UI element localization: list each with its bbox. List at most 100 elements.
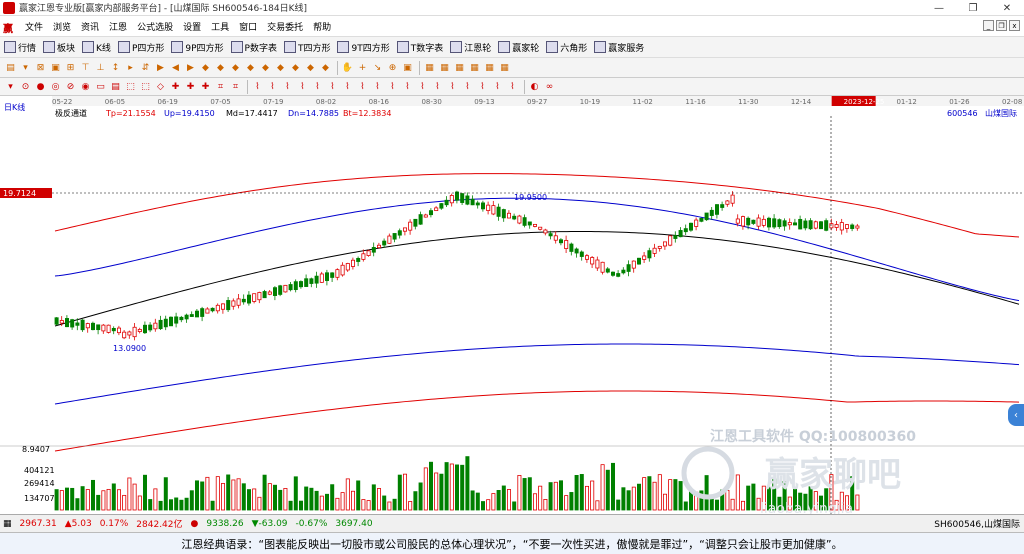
draw-tool-icon[interactable]: ▣ — [51, 62, 60, 73]
draw-tool-icon[interactable]: ▦ — [440, 62, 449, 73]
draw-tool-icon[interactable]: ⊕ — [388, 62, 397, 73]
side-expand-button[interactable]: ‹ — [1008, 404, 1024, 426]
indicator-tool-icon[interactable]: ⌇ — [330, 81, 335, 92]
chart-canvas[interactable]: 05-22 06-05 06-19 07-05 07-19 08-02 08-16 08-30… — [0, 96, 1024, 517]
menu-browse[interactable]: 浏览 — [53, 22, 72, 33]
menu-file[interactable]: 文件 — [25, 22, 44, 33]
draw-tool-icon[interactable]: ▣ — [403, 62, 412, 73]
indicator-tool-icon[interactable]: ▾ — [8, 81, 13, 92]
indicator-tool-icon[interactable]: ∞ — [545, 81, 554, 92]
toolbar-square-t-button[interactable]: T四方形 — [283, 41, 330, 54]
draw-tool-icon[interactable]: + — [358, 62, 367, 73]
indicator-tool-icon[interactable]: ● — [36, 81, 45, 92]
indicator-tool-icon[interactable]: ⌇ — [315, 81, 320, 92]
indicator-tool-icon[interactable]: ⌇ — [255, 81, 260, 92]
draw-tool-icon[interactable]: ↘ — [373, 62, 382, 73]
indicator-tool-icon[interactable]: ⌇ — [390, 81, 395, 92]
indicator-tool-icon[interactable]: ⌇ — [360, 81, 365, 92]
indicator-tool-icon[interactable]: ⬚ — [126, 81, 135, 92]
menu-news[interactable]: 资讯 — [81, 22, 100, 33]
draw-tool-icon[interactable]: ◆ — [307, 62, 314, 73]
draw-tool-icon[interactable]: ◆ — [292, 62, 299, 73]
draw-tool-icon[interactable]: ▶ — [187, 62, 194, 73]
mdi-minimize-button[interactable]: _ — [983, 20, 994, 31]
indicator-tool-icon[interactable]: ⊙ — [21, 81, 30, 92]
indicator-tool-icon[interactable]: ⌇ — [450, 81, 455, 92]
app-menu-icon[interactable]: 赢 — [3, 24, 13, 35]
draw-tool-icon[interactable]: ⊞ — [66, 62, 75, 73]
indicator-tool-icon[interactable]: ◉ — [81, 81, 90, 92]
indicator-tool-icon[interactable]: ▤ — [111, 81, 120, 92]
draw-tool-icon[interactable]: ▦ — [425, 62, 434, 73]
draw-tool-icon[interactable]: ◆ — [202, 62, 209, 73]
toolbar-square-9p-button[interactable]: 9P四方形 — [171, 41, 224, 54]
menu-trade[interactable]: 交易委托 — [267, 22, 304, 33]
draw-tool-icon[interactable]: ▦ — [500, 62, 509, 73]
indicator-tool-icon[interactable]: ⌗ — [232, 81, 239, 92]
draw-tool-icon[interactable]: ◆ — [247, 62, 254, 73]
draw-tool-icon[interactable]: ▸ — [128, 62, 133, 73]
indicator-tool-icon[interactable]: ▭ — [96, 81, 105, 92]
menu-formula[interactable]: 公式选股 — [137, 22, 174, 33]
mdi-close-button[interactable]: x — [1009, 20, 1020, 31]
draw-tool-icon[interactable]: ▶ — [157, 62, 164, 73]
draw-tool-icon[interactable]: ⊥ — [96, 62, 105, 73]
indicator-tool-icon[interactable]: ⌇ — [495, 81, 500, 92]
indicator-tool-icon[interactable]: ⊘ — [66, 81, 75, 92]
indicator-tool-icon[interactable]: ◎ — [51, 81, 60, 92]
draw-tool-icon[interactable]: ◆ — [322, 62, 329, 73]
toolbar-square-9t-button[interactable]: 9T四方形 — [337, 41, 390, 54]
indicator-tool-icon[interactable]: ⌇ — [435, 81, 440, 92]
kline-chart[interactable]: 05-22 06-05 06-19 07-05 07-19 08-02 08-16 08-30… — [0, 96, 1024, 517]
indicator-tool-icon[interactable]: ⌇ — [285, 81, 290, 92]
indicator-tool-icon[interactable]: ⌇ — [270, 81, 275, 92]
menu-gann[interactable]: 江恩 — [109, 22, 128, 33]
indicator-tool-icon[interactable]: ⌗ — [217, 81, 224, 92]
indicator-tool-icon[interactable]: ✚ — [171, 81, 180, 92]
indicator-tool-icon[interactable]: ◇ — [157, 81, 164, 92]
indicator-tool-icon[interactable]: ⌇ — [375, 81, 380, 92]
toolbar-table-t-button[interactable]: T数字表 — [396, 41, 443, 54]
draw-tool-icon[interactable]: ▦ — [455, 62, 464, 73]
menu-help[interactable]: 帮助 — [313, 22, 332, 33]
toolbar-service-button[interactable]: 赢家服务 — [594, 41, 644, 54]
indicator-tool-icon[interactable]: ⌇ — [345, 81, 350, 92]
indicator-tool-icon[interactable]: ⌇ — [480, 81, 485, 92]
toolbar-square-p-button[interactable]: P四方形 — [117, 41, 164, 54]
mdi-restore-button[interactable]: ❐ — [996, 20, 1007, 31]
sh-index-icon[interactable]: ▦ — [3, 518, 12, 529]
draw-tool-icon[interactable]: ▦ — [470, 62, 479, 73]
draw-tool-icon[interactable]: ✋ — [341, 62, 354, 73]
draw-tool-icon[interactable]: ◀ — [172, 62, 179, 73]
indicator-tool-icon[interactable]: ⌇ — [300, 81, 305, 92]
toolbar-table-p-button[interactable]: P数字表 — [230, 41, 277, 54]
draw-tool-icon[interactable]: ▤ — [6, 62, 15, 73]
draw-tool-icon[interactable]: ⊤ — [81, 62, 90, 73]
toolbar-grid-button[interactable]: 行情 — [4, 41, 36, 54]
toolbar-gann-wheel-button[interactable]: 江恩轮 — [450, 41, 491, 54]
draw-tool-icon[interactable]: ⇵ — [141, 62, 150, 73]
maximize-button[interactable]: ❐ — [968, 2, 978, 14]
toolbar-hexagon-button[interactable]: 六角形 — [546, 41, 587, 54]
sz-index-icon[interactable]: ● — [190, 518, 199, 529]
indicator-tool-icon[interactable]: ⌇ — [510, 81, 515, 92]
toolbar-winner-wheel-button[interactable]: 赢家轮 — [498, 41, 539, 54]
draw-tool-icon[interactable]: ◆ — [232, 62, 239, 73]
draw-tool-icon[interactable]: ▾ — [23, 62, 28, 73]
draw-tool-icon[interactable]: ◆ — [262, 62, 269, 73]
indicator-tool-icon[interactable]: ⌇ — [405, 81, 410, 92]
toolbar-blocks-button[interactable]: 板块 — [43, 41, 75, 54]
indicator-tool-icon[interactable]: ✚ — [201, 81, 210, 92]
draw-tool-icon[interactable]: ◆ — [217, 62, 224, 73]
draw-tool-icon[interactable]: ◆ — [277, 62, 284, 73]
menu-window[interactable]: 窗口 — [239, 22, 258, 33]
indicator-tool-icon[interactable]: ◐ — [530, 81, 539, 92]
indicator-tool-icon[interactable]: ⬚ — [141, 81, 150, 92]
draw-tool-icon[interactable]: ↕ — [111, 62, 120, 73]
close-button[interactable]: ✕ — [1002, 2, 1012, 14]
indicator-tool-icon[interactable]: ⌇ — [465, 81, 470, 92]
draw-tool-icon[interactable]: ▦ — [485, 62, 494, 73]
menu-settings[interactable]: 设置 — [183, 22, 202, 33]
indicator-tool-icon[interactable]: ⌇ — [420, 81, 425, 92]
draw-tool-icon[interactable]: ⊠ — [36, 62, 45, 73]
